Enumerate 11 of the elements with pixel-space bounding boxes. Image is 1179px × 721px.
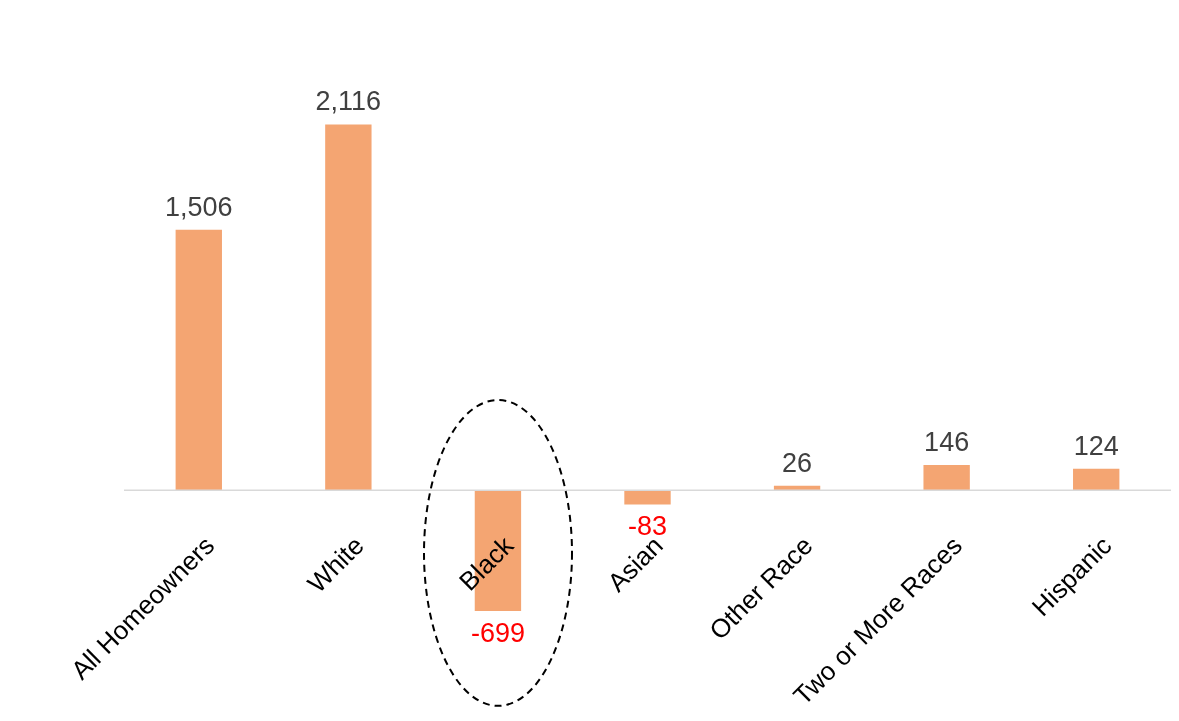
data-label: 146 (924, 426, 970, 457)
data-label: 1,506 (165, 191, 233, 222)
bar (923, 464, 970, 491)
bar (624, 490, 671, 505)
bar (175, 229, 222, 491)
data-label: 124 (1073, 430, 1119, 461)
data-label: 2,116 (315, 86, 382, 117)
bar (325, 124, 372, 491)
bar (1073, 468, 1120, 491)
data-label: 26 (782, 447, 813, 478)
data-label: -699 (470, 617, 525, 648)
